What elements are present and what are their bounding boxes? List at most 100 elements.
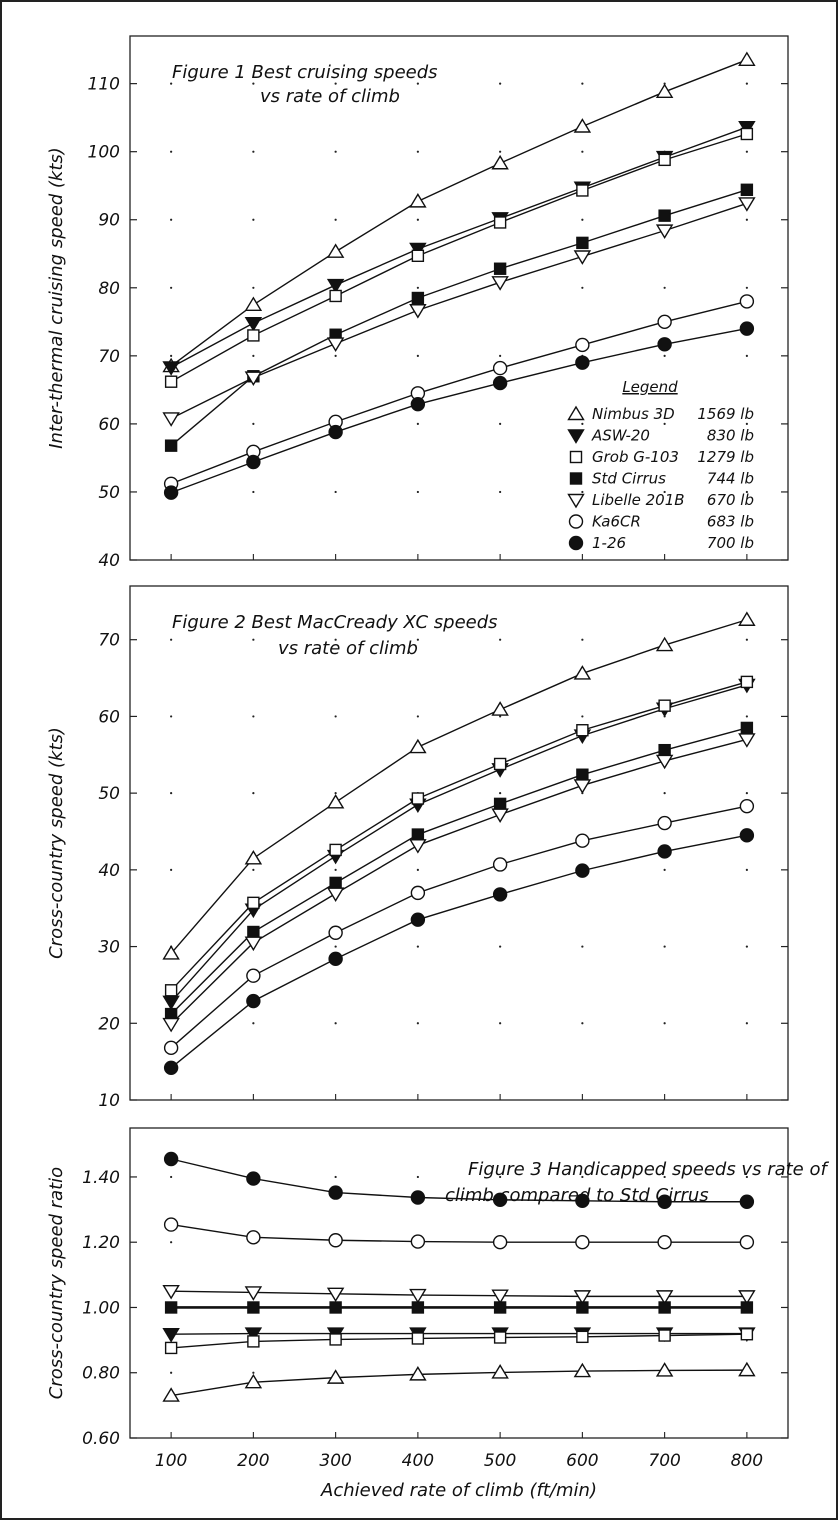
- y-axis-title: Cross-country speed (kts): [46, 727, 67, 959]
- y-tick-label: 30: [98, 938, 120, 958]
- data-point: [573, 250, 592, 265]
- data-point: [575, 337, 590, 353]
- data-point: [329, 843, 342, 857]
- grid-dot: [745, 422, 748, 425]
- y-tick-label: 50: [98, 483, 120, 503]
- data-point: [329, 876, 342, 890]
- data-point: [576, 1330, 589, 1344]
- series-line: [170, 738, 748, 1025]
- data-point: [657, 844, 672, 859]
- series-1-26: [163, 828, 755, 1075]
- grid-dot: [745, 1175, 748, 1179]
- data-point: [246, 968, 261, 983]
- legend-marker: [567, 429, 585, 444]
- legend-label: Ka6CR: [592, 513, 641, 531]
- data-point: [244, 371, 263, 386]
- series-line: [170, 681, 748, 991]
- series-ka6cr: [163, 1217, 755, 1250]
- data-point: [738, 51, 756, 67]
- series-line: [170, 300, 748, 485]
- data-point: [247, 925, 260, 939]
- grid-dot: [663, 945, 666, 948]
- data-point: [739, 321, 755, 336]
- data-point: [246, 1171, 261, 1186]
- grid-dot: [581, 82, 584, 85]
- chart-panel-2: 10 20 30 40 50 60 70 Cross-country speed (kts) F…: [46, 585, 789, 1111]
- grid-dot: [416, 218, 419, 221]
- data-point: [326, 1287, 345, 1303]
- grid-dot: [252, 218, 255, 221]
- data-point: [162, 945, 180, 960]
- figure-subtitle: vs rate of climb: [278, 638, 418, 659]
- grid-dot: [252, 715, 255, 718]
- data-point: [738, 611, 756, 626]
- y-tick-label: 70: [98, 631, 120, 651]
- grid-dot: [416, 638, 419, 641]
- grid-dot: [252, 490, 255, 494]
- plot-frame: [129, 585, 789, 1101]
- data-point: [657, 314, 672, 330]
- data-point: [491, 276, 509, 291]
- grid-dot: [499, 422, 502, 425]
- grid-dot: [170, 82, 173, 85]
- legend-marker: [569, 450, 583, 464]
- y-tick-label: 0.80: [82, 1364, 120, 1384]
- x-tick-label: 400: [402, 1451, 434, 1471]
- chart-panel-3: 0.60 0.80 1.00 1.20 1.40 Cross-country speed …: [46, 1127, 829, 1501]
- grid-dot: [499, 638, 502, 641]
- data-point: [246, 1230, 261, 1245]
- grid-dot: [334, 82, 337, 85]
- data-point: [493, 262, 507, 275]
- grid-dot: [252, 638, 255, 641]
- grid-dot: [663, 354, 666, 357]
- data-point: [655, 636, 674, 652]
- data-point: [164, 984, 178, 997]
- data-point: [164, 1341, 178, 1355]
- series-libelle-201b: [162, 733, 756, 1033]
- data-point: [492, 1192, 508, 1207]
- grid-dot: [499, 792, 502, 795]
- grid-dot: [663, 286, 666, 289]
- grid-dot: [745, 82, 748, 85]
- legend-weight: 700 lb: [707, 534, 754, 552]
- data-point: [409, 839, 427, 854]
- data-point: [576, 184, 589, 197]
- data-point: [328, 925, 343, 940]
- grid-dot: [499, 945, 502, 948]
- data-point: [162, 412, 180, 427]
- data-point: [740, 1328, 754, 1341]
- data-point: [328, 951, 343, 967]
- data-point: [244, 849, 263, 865]
- y-tick-label: 70: [98, 347, 120, 367]
- data-point: [575, 1235, 590, 1250]
- grid-dot: [581, 1175, 584, 1179]
- data-point: [740, 721, 754, 735]
- grid-dot: [334, 792, 337, 795]
- figure-title: Figure 1 Best cruising speeds: [172, 62, 438, 83]
- data-point: [491, 154, 509, 170]
- data-point: [163, 1151, 179, 1167]
- data-point: [244, 296, 263, 312]
- legend-weight: 830 lb: [707, 427, 754, 445]
- data-point: [244, 1286, 263, 1301]
- data-point: [410, 396, 426, 412]
- x-tick-label: 200: [237, 1451, 269, 1471]
- chart-panel-1: 40 50 60 70 80 90 100 110 Inter-thermal cruising…: [46, 35, 789, 571]
- series-ka6cr: [163, 798, 755, 1056]
- grid-dot: [252, 422, 255, 425]
- grid-dot: [334, 638, 337, 641]
- data-point: [740, 675, 754, 689]
- series-libelle-201b: [162, 1284, 756, 1305]
- x-tick-label: 300: [319, 1451, 351, 1471]
- data-point: [739, 294, 755, 309]
- data-point: [492, 887, 508, 902]
- data-point: [163, 1217, 179, 1232]
- y-tick-label: 50: [98, 784, 120, 804]
- y-axis-title: Inter-thermal cruising speed (kts): [46, 147, 67, 449]
- grid-dot: [252, 150, 255, 153]
- legend-marker: [567, 405, 585, 421]
- data-point: [164, 1301, 178, 1314]
- data-point: [162, 1387, 180, 1402]
- data-point: [329, 1301, 342, 1314]
- data-point: [573, 118, 592, 133]
